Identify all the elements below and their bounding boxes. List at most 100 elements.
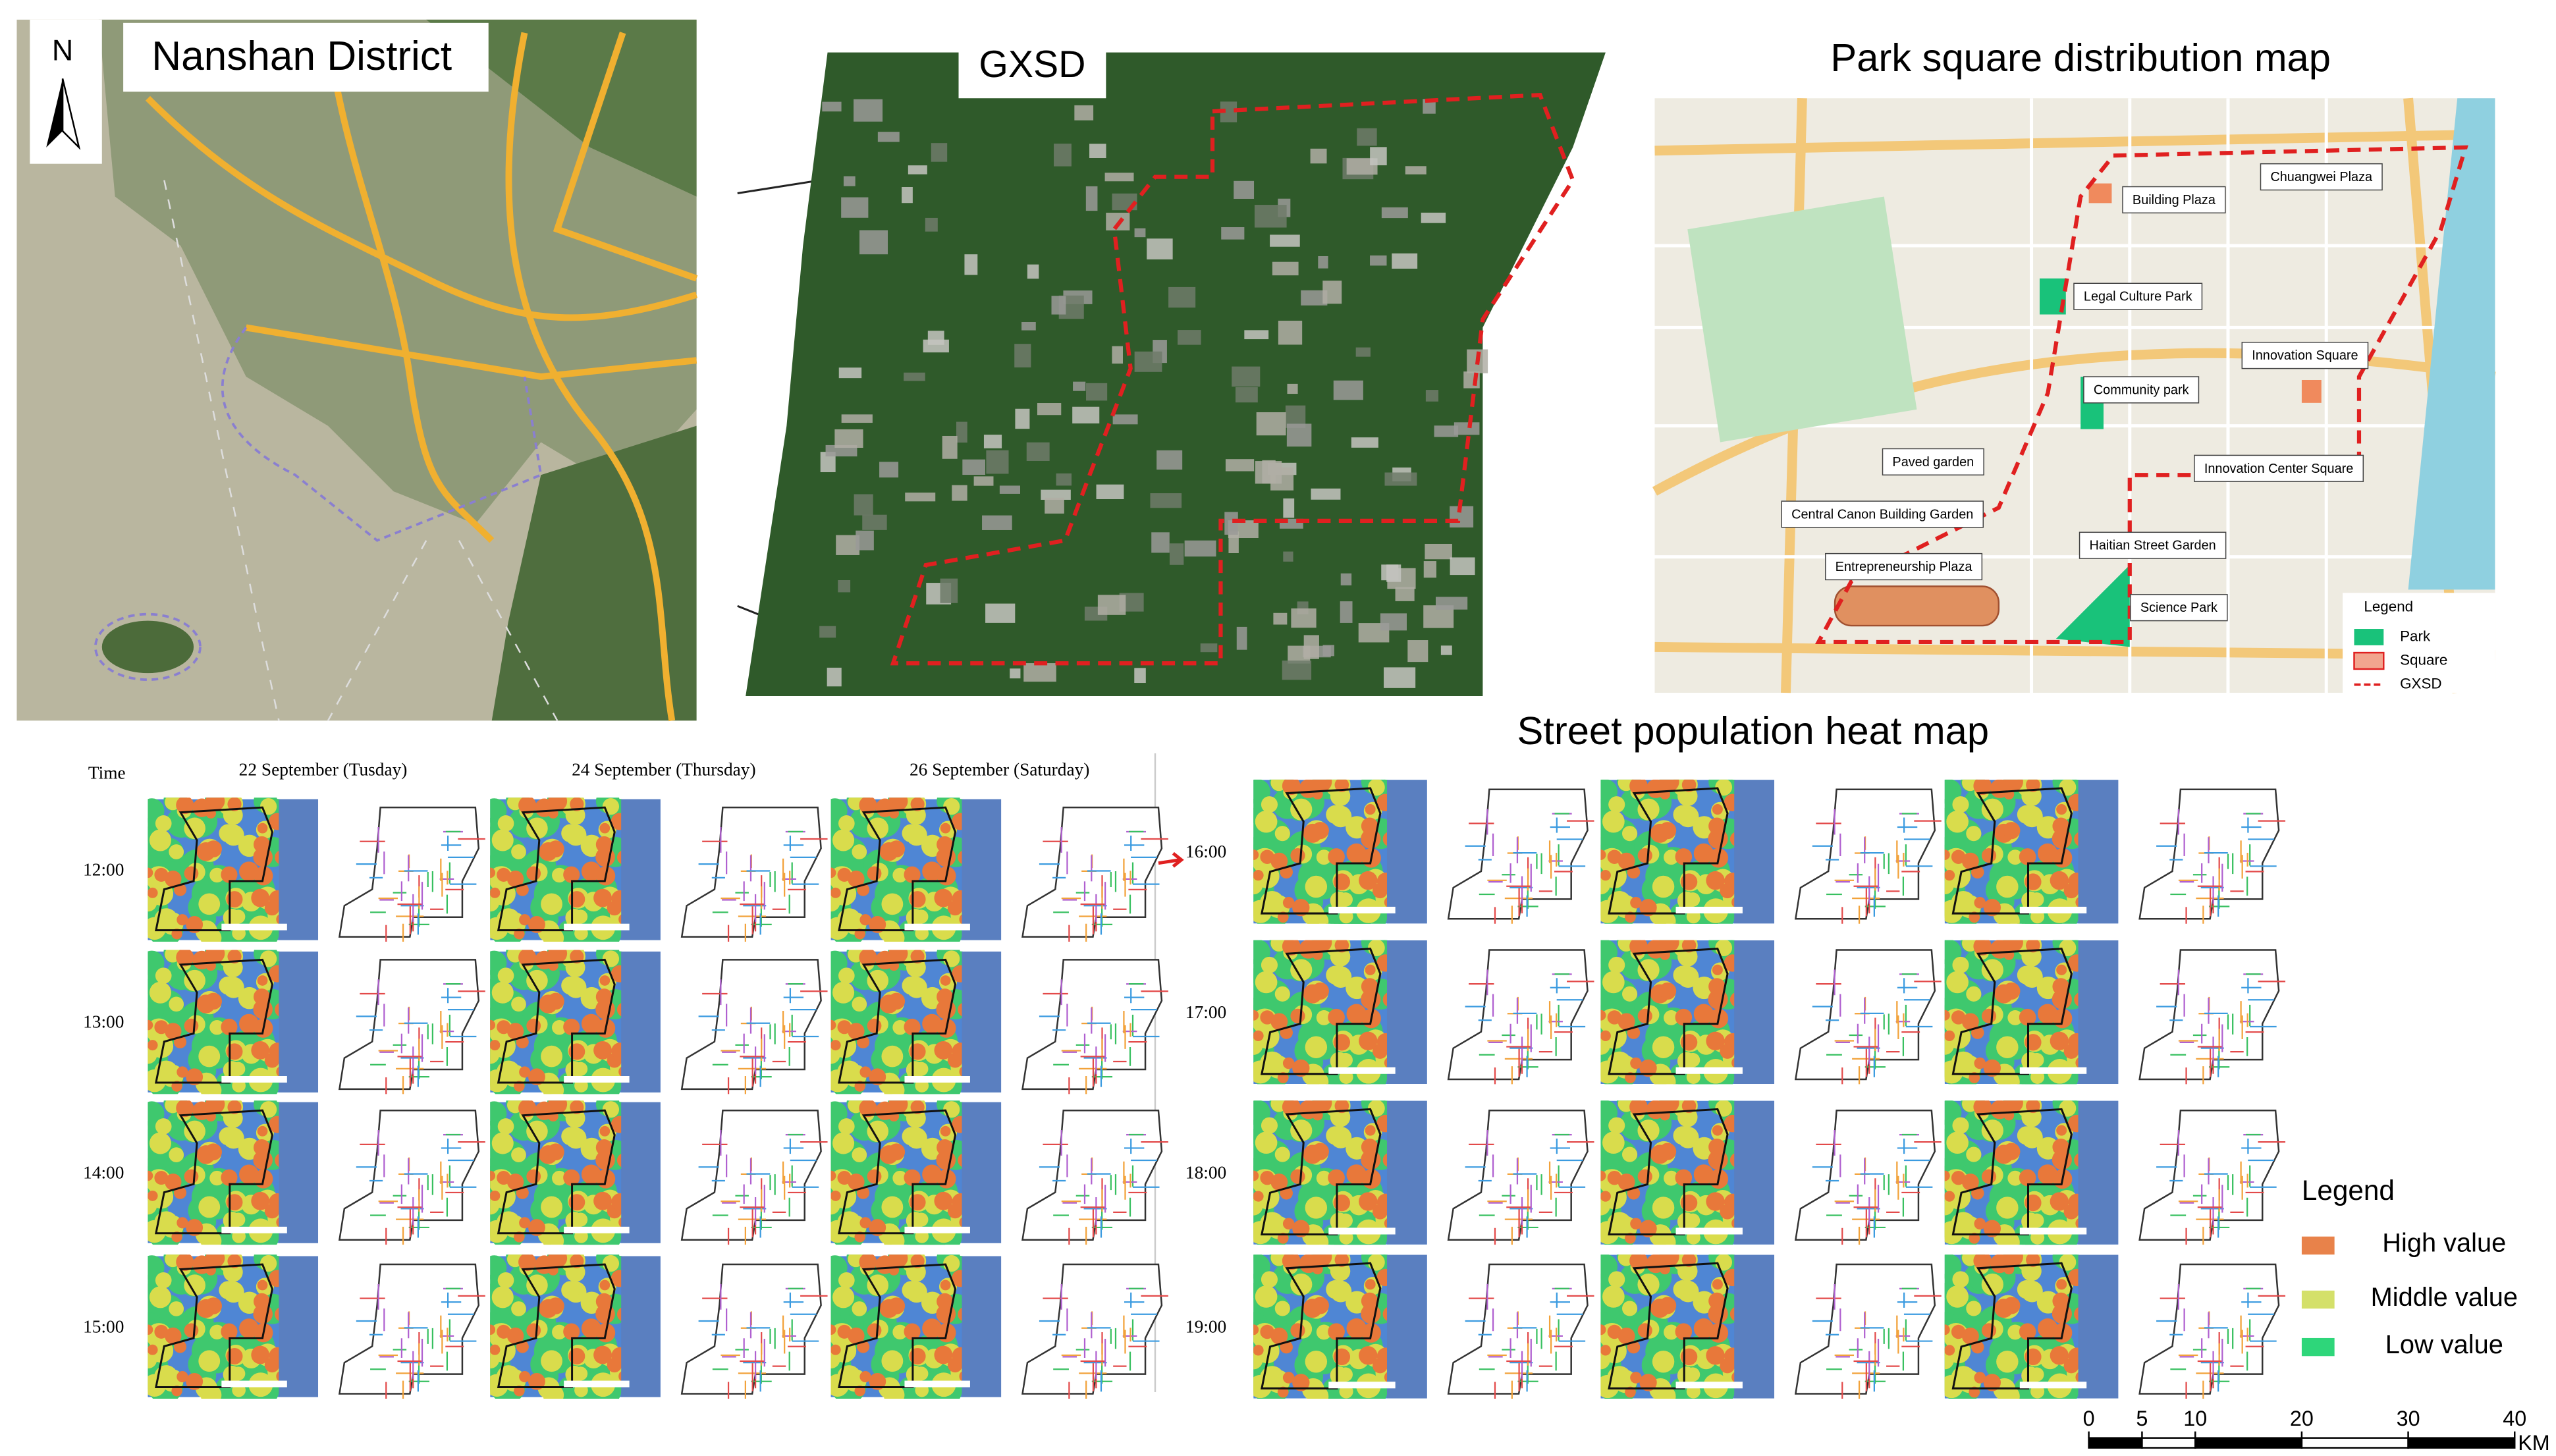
- boundary: [94, 612, 202, 681]
- building: [905, 492, 936, 502]
- building: [1010, 668, 1021, 679]
- building: [1236, 626, 1247, 650]
- heat-tile: [1600, 1100, 1775, 1245]
- scale-label: 40: [2503, 1407, 2526, 1430]
- street-tile: [1447, 949, 1594, 1085]
- arrow: [1158, 851, 1184, 868]
- building: [1184, 540, 1216, 557]
- buildings: [819, 99, 1488, 688]
- legend-title: Legend: [2302, 1175, 2395, 1206]
- building: [819, 626, 836, 638]
- street-tile: [680, 1263, 828, 1399]
- street-tile: [1021, 959, 1168, 1094]
- building: [1434, 425, 1459, 437]
- building: [1380, 613, 1407, 631]
- building: [1287, 383, 1298, 394]
- heat-tile: [1600, 779, 1775, 924]
- street-tile: [1021, 1263, 1168, 1399]
- building: [1134, 228, 1146, 238]
- scale-segment: [2088, 1437, 2143, 1449]
- label-box: [2241, 342, 2369, 369]
- building: [1256, 412, 1286, 436]
- heat-tile: [1253, 1100, 1427, 1245]
- heat-tile: [830, 797, 1002, 942]
- sea-routes: [163, 180, 558, 721]
- building: [952, 485, 967, 501]
- building: [1392, 253, 1418, 269]
- legend-label: High value: [2382, 1229, 2506, 1258]
- scale-segment: [2141, 1437, 2196, 1449]
- building: [1134, 351, 1162, 372]
- building: [1291, 608, 1317, 628]
- building: [836, 535, 860, 555]
- building: [879, 462, 899, 478]
- building: [1169, 543, 1184, 565]
- building: [1278, 320, 1303, 345]
- building: [1041, 489, 1071, 500]
- street-tile: [680, 806, 828, 942]
- building: [1112, 346, 1124, 364]
- street-tile: [339, 959, 485, 1094]
- section-title: Street population heat map: [1517, 709, 1989, 753]
- street-tile: [339, 1109, 485, 1245]
- building: [1454, 422, 1480, 435]
- building: [1254, 205, 1287, 228]
- street-tile: [339, 806, 485, 942]
- square: [2088, 183, 2112, 203]
- building: [1235, 387, 1258, 403]
- building: [1283, 498, 1295, 518]
- river: [2408, 98, 2495, 590]
- road: [553, 32, 698, 282]
- land: [98, 19, 697, 524]
- building: [1273, 612, 1288, 625]
- street-tile: [2138, 949, 2286, 1085]
- building: [1425, 543, 1452, 560]
- building: [1421, 212, 1446, 223]
- building: [962, 459, 986, 475]
- legend: Legend Park Square GXSD: [2353, 599, 2447, 691]
- building: [1014, 344, 1031, 367]
- date-header: 24 September (Thursday): [572, 760, 755, 780]
- heat-grid: 22 September (Tusday) 24 September (Thurs…: [83, 760, 2286, 1399]
- building: [1150, 493, 1182, 508]
- building: [1322, 281, 1342, 304]
- north-arrow: [46, 78, 63, 148]
- building: [1151, 532, 1170, 553]
- heat-tile: [490, 1254, 661, 1399]
- heat-tile: [148, 1254, 319, 1399]
- legend-label: GXSD: [2400, 675, 2441, 691]
- building: [1051, 296, 1066, 315]
- building: [908, 165, 927, 175]
- building: [827, 667, 842, 687]
- time-label: 19:00: [1185, 1316, 1226, 1336]
- building: [931, 143, 948, 162]
- title-box: [958, 36, 1106, 99]
- building: [1270, 234, 1300, 247]
- building: [1073, 381, 1086, 391]
- street-tile: [1021, 1109, 1168, 1245]
- building: [1450, 557, 1475, 576]
- street-tile: [2138, 1109, 2286, 1245]
- road: [145, 95, 698, 321]
- legend-swatch: [2301, 1337, 2335, 1357]
- building: [854, 494, 873, 516]
- street-tile: [1795, 1263, 1942, 1399]
- heat-tile: [1944, 940, 2119, 1085]
- square: [2301, 379, 2322, 403]
- building: [1147, 238, 1173, 259]
- building: [1112, 414, 1138, 425]
- building: [1283, 551, 1293, 562]
- street-tile: [2138, 1263, 2286, 1399]
- heat-tile: [1600, 940, 1775, 1085]
- scale-label: 20: [2290, 1407, 2314, 1430]
- label-box: [2122, 186, 2226, 214]
- building: [902, 186, 913, 203]
- building: [854, 99, 883, 122]
- park-area: [1687, 196, 1917, 443]
- building: [1244, 330, 1269, 340]
- heat-tile: [490, 797, 661, 942]
- time-label: 13:00: [83, 1012, 124, 1032]
- park: [2055, 565, 2130, 647]
